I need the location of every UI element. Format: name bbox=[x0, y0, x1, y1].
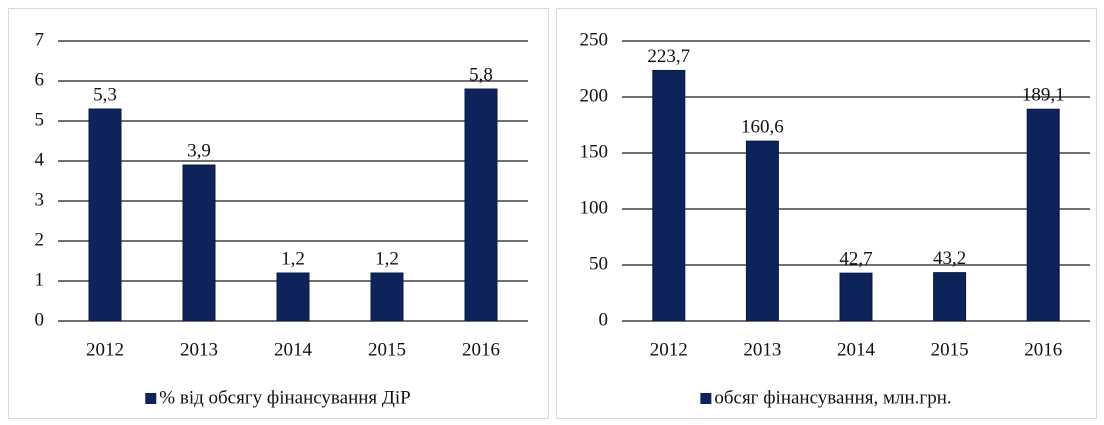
value-label: 43,2 bbox=[933, 248, 966, 269]
bar bbox=[1026, 108, 1060, 322]
bar bbox=[933, 272, 967, 322]
bar bbox=[182, 164, 216, 322]
y-tick-label: 4 bbox=[35, 149, 45, 170]
x-tick-label: 2016 bbox=[462, 339, 500, 360]
y-tick-label: 3 bbox=[35, 189, 45, 210]
legend-swatch bbox=[700, 393, 712, 404]
bar bbox=[370, 272, 404, 322]
bar bbox=[745, 140, 779, 322]
value-label: 5,3 bbox=[93, 84, 117, 105]
y-tick-label: 100 bbox=[580, 197, 609, 218]
y-tick-label: 50 bbox=[589, 253, 608, 274]
y-tick-label: 6 bbox=[35, 69, 45, 90]
x-tick-label: 2012 bbox=[86, 339, 124, 360]
value-label: 1,2 bbox=[375, 248, 399, 269]
y-tick-label: 150 bbox=[580, 141, 609, 162]
y-tick-label: 0 bbox=[599, 309, 609, 330]
bar bbox=[652, 69, 686, 322]
value-label: 160,6 bbox=[741, 116, 784, 137]
legend-label: % від обсягу фінансування ДіР bbox=[159, 387, 410, 408]
value-label: 223,7 bbox=[647, 46, 690, 67]
bar bbox=[839, 272, 873, 322]
x-tick-label: 2015 bbox=[931, 339, 969, 360]
value-label: 5,8 bbox=[469, 64, 493, 85]
y-tick-label: 0 bbox=[35, 309, 45, 330]
y-tick-label: 7 bbox=[35, 29, 45, 50]
x-tick-label: 2012 bbox=[650, 339, 688, 360]
y-tick-label: 5 bbox=[35, 109, 45, 130]
legend-label: обсяг фінансування, млн.грн. bbox=[714, 387, 951, 408]
panel-border bbox=[556, 8, 1097, 419]
x-tick-label: 2013 bbox=[743, 339, 781, 360]
value-label: 189,1 bbox=[1022, 85, 1065, 106]
legend-swatch bbox=[145, 393, 157, 404]
x-tick-label: 2015 bbox=[368, 339, 406, 360]
bar bbox=[276, 272, 310, 322]
y-tick-label: 2 bbox=[35, 229, 45, 250]
bar bbox=[464, 88, 498, 322]
value-label: 1,2 bbox=[281, 248, 305, 269]
y-tick-label: 1 bbox=[35, 269, 45, 290]
bar bbox=[88, 108, 122, 322]
x-tick-label: 2014 bbox=[274, 339, 313, 360]
y-tick-label: 250 bbox=[580, 29, 609, 50]
value-label: 3,9 bbox=[187, 140, 211, 161]
x-tick-label: 2014 bbox=[837, 339, 876, 360]
value-label: 42,7 bbox=[839, 249, 872, 270]
x-tick-label: 2013 bbox=[180, 339, 218, 360]
x-tick-label: 2016 bbox=[1024, 339, 1062, 360]
y-tick-label: 200 bbox=[580, 85, 609, 106]
